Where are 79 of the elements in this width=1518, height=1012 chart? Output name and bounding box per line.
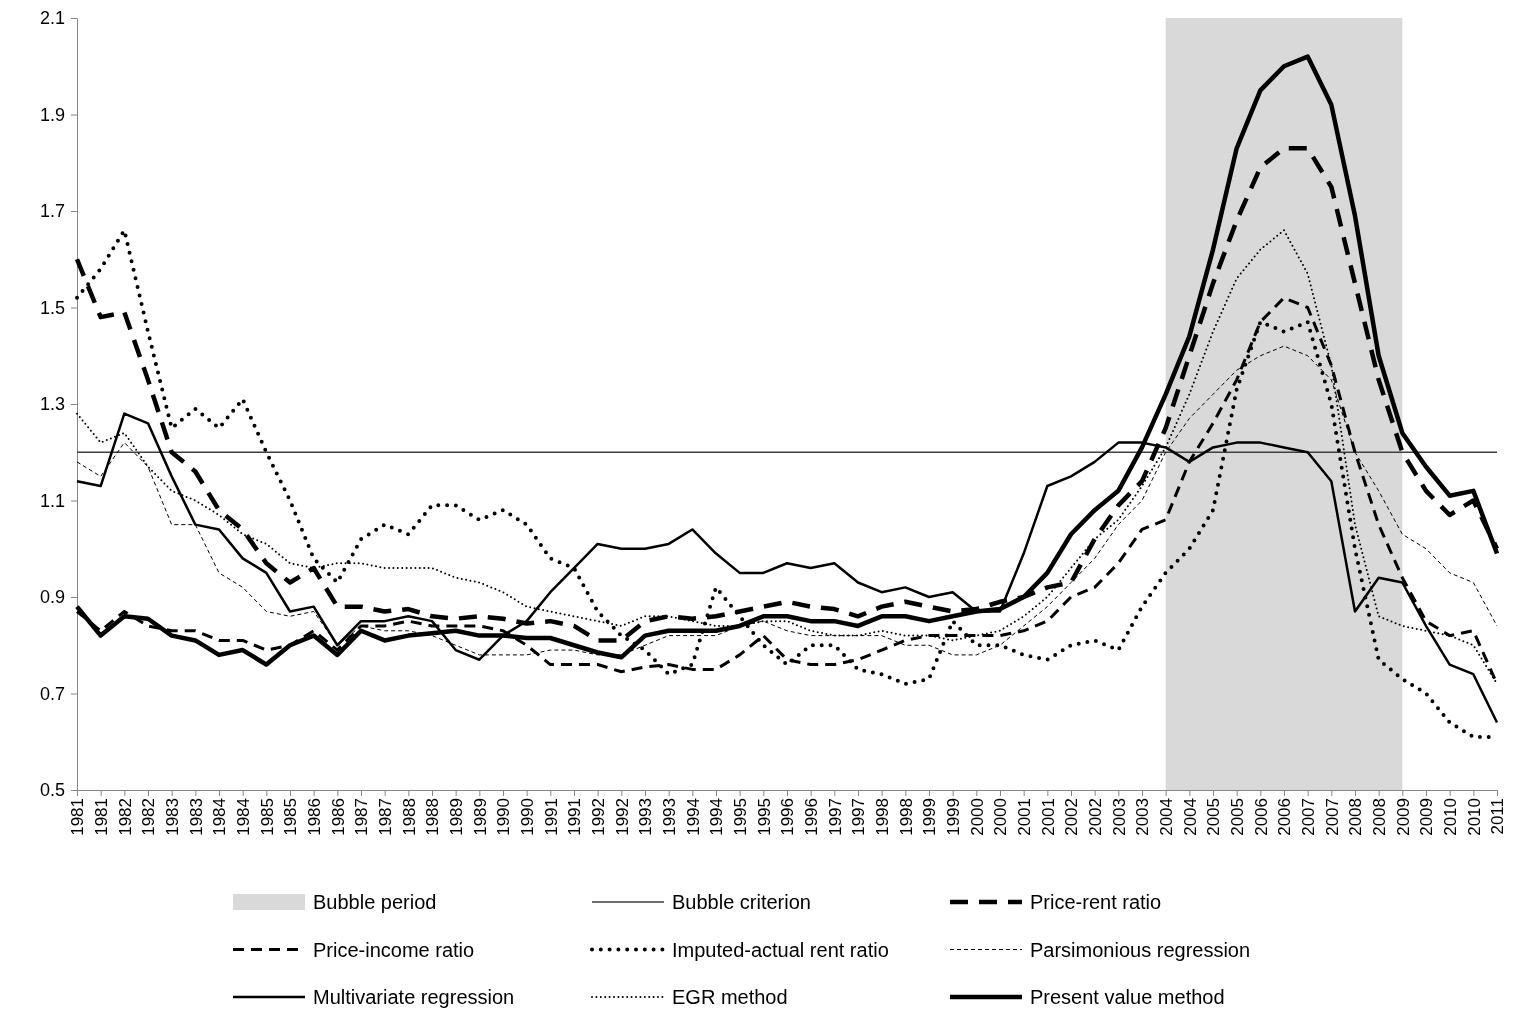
x-tick-label: 1998 — [873, 798, 893, 836]
x-tick-label: 2005 — [1204, 798, 1224, 836]
x-tick-label: 1992 — [589, 798, 609, 836]
x-tick-label: 2006 — [1275, 798, 1295, 836]
y-tick-label: 1.5 — [39, 297, 65, 318]
x-tick-label: 1989 — [447, 798, 467, 836]
x-tick-label: 1986 — [328, 798, 348, 836]
x-tick-label: 1989 — [470, 798, 490, 836]
legend-label: Imputed-actual rent ratio — [672, 938, 889, 961]
legend-label: Price-income ratio — [313, 938, 475, 961]
x-tick-label: 2009 — [1417, 798, 1437, 836]
x-tick-label: 2003 — [1133, 798, 1153, 836]
y-tick-label: 0.9 — [39, 587, 65, 608]
x-tick-label: 1993 — [636, 798, 656, 836]
x-tick-label: 2010 — [1464, 798, 1484, 836]
x-tick-label: 1990 — [494, 798, 514, 836]
x-tick-label: 2004 — [1180, 798, 1200, 836]
y-tick-label: 2.1 — [39, 8, 65, 29]
x-tick-label: 1999 — [920, 798, 940, 836]
x-tick-label: 1997 — [825, 798, 845, 836]
x-tick-label: 1982 — [115, 798, 135, 836]
legend-label: Parsimonious regression — [1030, 938, 1251, 961]
x-tick-label: 2007 — [1299, 798, 1319, 836]
x-tick-label: 1994 — [707, 798, 727, 836]
x-tick-label: 2011 — [1488, 798, 1508, 835]
x-tick-label: 2001 — [1015, 798, 1035, 836]
y-tick-label: 1.3 — [39, 394, 65, 415]
x-tick-label: 2010 — [1441, 798, 1461, 836]
x-tick-label: 1983 — [163, 798, 183, 836]
x-tick-label: 1997 — [849, 798, 869, 836]
x-tick-label: 2002 — [1086, 798, 1106, 836]
legend-label: Bubble criterion — [672, 891, 811, 913]
x-tick-label: 1985 — [257, 798, 277, 836]
x-tick-label: 1981 — [92, 798, 112, 836]
x-tick-label: 1982 — [139, 798, 159, 836]
legend-label: Multivariate regression — [313, 986, 515, 1008]
x-tick-label: 1996 — [802, 798, 822, 836]
x-tick-label: 1991 — [565, 798, 585, 836]
y-tick-label: 0.7 — [39, 683, 65, 704]
legend-label: Bubble period — [313, 891, 437, 913]
x-tick-label: 2003 — [1109, 798, 1129, 836]
x-tick-label: 2009 — [1393, 798, 1413, 836]
legend-label: Price-rent ratio — [1030, 891, 1162, 913]
x-tick-label: 1998 — [896, 798, 916, 836]
x-tick-label: 1995 — [731, 798, 751, 836]
x-tick-label: 1987 — [376, 798, 396, 836]
x-tick-label: 1987 — [352, 798, 372, 836]
x-tick-label: 2008 — [1346, 798, 1366, 836]
y-tick-label: 1.7 — [39, 201, 65, 222]
x-tick-label: 1984 — [210, 798, 230, 836]
y-tick-label: 0.5 — [39, 780, 65, 801]
x-tick-label: 1990 — [518, 798, 538, 836]
x-tick-label: 1988 — [423, 798, 443, 836]
x-tick-label: 1983 — [186, 798, 206, 836]
x-tick-label: 1986 — [305, 798, 325, 836]
x-tick-label: 1992 — [612, 798, 632, 836]
x-tick-label: 2000 — [991, 798, 1011, 836]
x-tick-label: 2005 — [1228, 798, 1248, 836]
x-tick-label: 2006 — [1251, 798, 1271, 836]
y-tick-label: 1.9 — [39, 104, 65, 125]
x-tick-label: 2007 — [1322, 798, 1342, 836]
x-tick-label: 2004 — [1157, 798, 1177, 836]
x-tick-label: 1996 — [778, 798, 798, 836]
x-tick-label: 1995 — [754, 798, 774, 836]
x-tick-label: 1984 — [234, 798, 254, 836]
x-tick-label: 2000 — [967, 798, 987, 836]
x-tick-label: 2008 — [1370, 798, 1390, 836]
x-tick-label: 2002 — [1062, 798, 1082, 836]
x-tick-label: 1988 — [399, 798, 419, 836]
legend-label: Present value method — [1030, 986, 1225, 1008]
x-tick-label: 1993 — [660, 798, 680, 836]
x-tick-label: 1985 — [281, 798, 301, 836]
x-tick-label: 2001 — [1038, 798, 1058, 836]
legend-label: EGR method — [672, 986, 788, 1008]
x-tick-label: 1999 — [944, 798, 964, 836]
x-tick-label: 1991 — [541, 798, 561, 836]
x-tick-label: 1981 — [68, 798, 88, 836]
x-tick-label: 1994 — [683, 798, 703, 836]
y-tick-label: 1.1 — [39, 490, 65, 511]
